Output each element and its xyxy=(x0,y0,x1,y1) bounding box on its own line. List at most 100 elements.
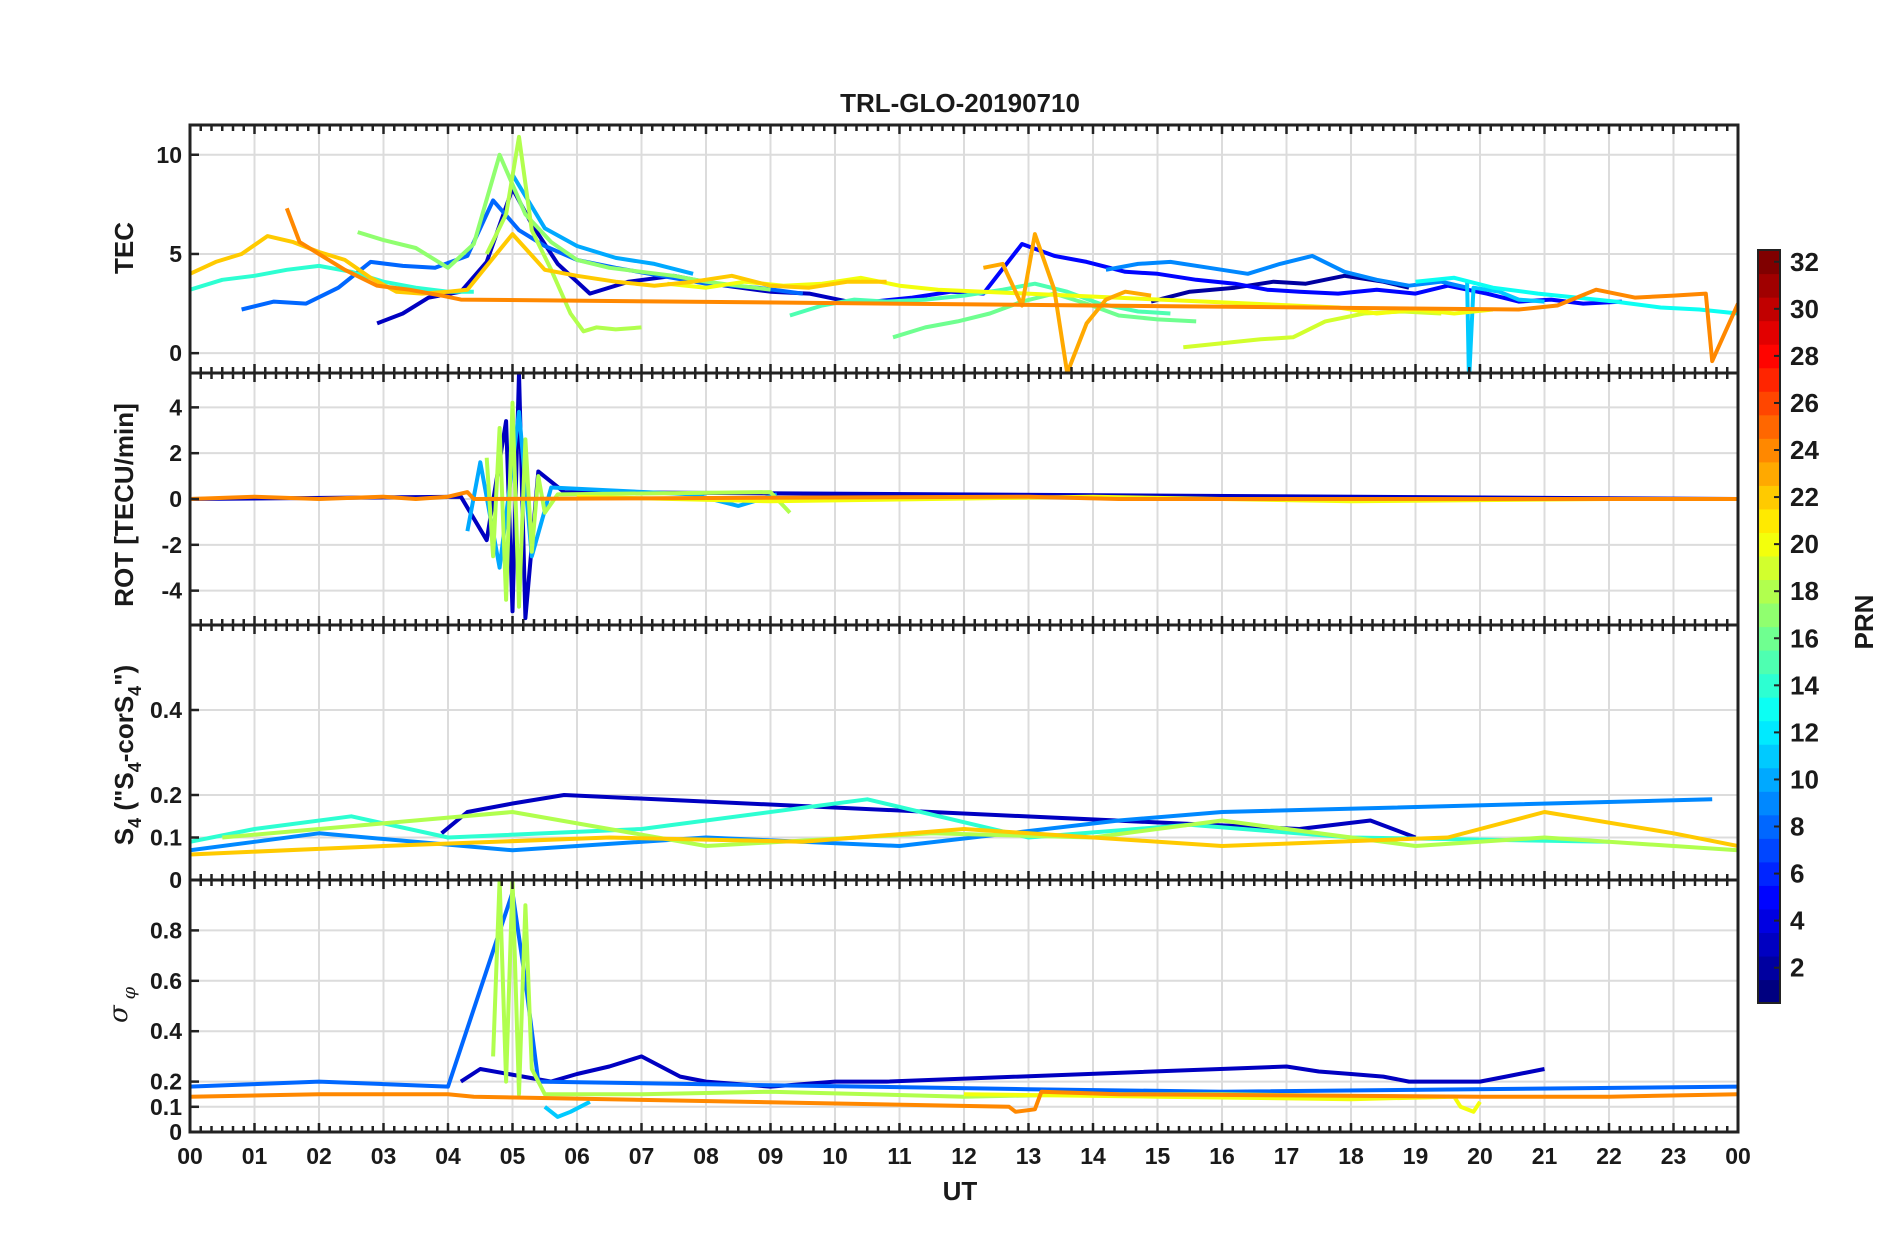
colorbar-segment xyxy=(1758,273,1780,298)
colorbar-segment xyxy=(1758,532,1780,557)
colorbar-segment xyxy=(1758,602,1780,628)
x-tick-label: 08 xyxy=(693,1143,719,1169)
tec-series-prn-15 xyxy=(789,281,1171,318)
colorbar-segment xyxy=(1758,344,1780,369)
tec-panel: 0 5 10 xyxy=(156,123,1740,375)
colorbar-segment xyxy=(1758,438,1780,463)
colorbar-segment xyxy=(1758,579,1780,604)
x-tick-label: 12 xyxy=(951,1143,977,1169)
s4-y-tick-label: 0 xyxy=(169,867,182,893)
tec-series-prn-24 xyxy=(284,207,1738,364)
colorbar-segment xyxy=(1758,814,1780,839)
colorbar-tick-label: 30 xyxy=(1790,294,1819,324)
rot-series-prn-18 xyxy=(484,400,792,609)
s4-y-tick-label: 0.1 xyxy=(150,825,182,851)
tec-axis-label: TEC xyxy=(109,222,139,274)
colorbar-segment xyxy=(1758,508,1780,533)
x-tick-label: 00 xyxy=(177,1143,203,1169)
x-tick-label: 09 xyxy=(758,1143,784,1169)
x-tick-label: 16 xyxy=(1209,1143,1235,1169)
colorbar-segment xyxy=(1758,650,1780,675)
tec-series-prn-22 xyxy=(190,232,887,296)
tec-series-prn-18 xyxy=(484,134,642,334)
sigma_phi-y-tick-label: 0.4 xyxy=(150,1018,182,1044)
tec-y-tick-label: 0 xyxy=(169,340,182,366)
x-tick-label: 22 xyxy=(1596,1143,1622,1169)
colorbar-label: PRN xyxy=(1849,595,1879,650)
tec-series-prn-23 xyxy=(983,232,1152,373)
rot-axis-label: ROT [TECU/min] xyxy=(109,403,139,607)
colorbar-segment xyxy=(1758,791,1780,816)
colorbar-frame xyxy=(1757,249,1781,1004)
tec-series-prn-14 xyxy=(190,263,474,294)
colorbar-segment xyxy=(1758,885,1780,910)
tec-series-prn-16 xyxy=(892,291,1197,340)
colorbar-segment xyxy=(1758,720,1780,745)
s4-series-prn-3 xyxy=(440,793,1417,840)
sigma_phi-series-prn-24 xyxy=(190,1089,1738,1114)
rot-y-tick-label: 4 xyxy=(169,394,182,420)
colorbar-segment xyxy=(1758,932,1780,957)
x-tick-label: 04 xyxy=(435,1143,461,1169)
colorbar-segment xyxy=(1758,297,1780,322)
rot-series-prn-24 xyxy=(190,490,1738,501)
sigma_phi-y-tick-label: 0.2 xyxy=(150,1069,182,1095)
colorbar-tick-label: 2 xyxy=(1790,953,1804,983)
sigma_phi-y-tick-label: 0.1 xyxy=(150,1094,182,1120)
s4-axis-label: S4 ("S4-corS4") xyxy=(109,665,145,845)
colorbar-segment xyxy=(1758,838,1780,863)
colorbar-segment xyxy=(1758,320,1780,345)
sigma_phi-y-tick-label: 0.6 xyxy=(150,968,182,994)
sigma_phi-panel: 00.10.2 0.4 0.6 0.8 xyxy=(150,878,1740,1145)
colorbar-tick-label: 20 xyxy=(1790,529,1819,559)
s4-series-prn-18 xyxy=(222,810,1738,853)
rot-series-group xyxy=(190,373,1738,621)
colorbar-segment xyxy=(1758,697,1780,722)
tec-series-prn-10 xyxy=(510,173,694,276)
s4-label-s: S xyxy=(109,828,139,845)
tec-y-tick-label: 10 xyxy=(156,142,182,168)
x-tick-label: 13 xyxy=(1016,1143,1042,1169)
x-tick-label: 05 xyxy=(500,1143,526,1169)
rot-y-tick-label: -4 xyxy=(162,578,183,604)
s4-series-prn-9 xyxy=(190,797,1713,853)
x-tick-label: 01 xyxy=(242,1143,268,1169)
s4-y-tick-label: 0.2 xyxy=(150,782,182,808)
colorbar-tick-label: 26 xyxy=(1790,388,1819,418)
colorbar-tick-label: 8 xyxy=(1790,812,1804,842)
colorbar-tick-label: 4 xyxy=(1790,906,1805,936)
colorbar-tick-label: 6 xyxy=(1790,859,1804,889)
sigma_phi-series-prn-11 xyxy=(543,1100,591,1119)
x-tick-label: 14 xyxy=(1080,1143,1106,1169)
x-tick-label: 23 xyxy=(1661,1143,1687,1169)
sigma-phi-axis-label: σ φ xyxy=(104,987,140,1023)
sigma_phi-series-prn-18 xyxy=(491,880,1416,1099)
colorbar-tick-label: 18 xyxy=(1790,576,1819,606)
colorbar-tick-label: 22 xyxy=(1790,482,1819,512)
colorbar-segment xyxy=(1758,979,1780,1004)
x-tick-label: 20 xyxy=(1467,1143,1493,1169)
tec-y-tick-label: 5 xyxy=(169,241,182,267)
tec-series-group xyxy=(190,134,1738,373)
colorbar-segment xyxy=(1758,744,1780,769)
colorbar-segment xyxy=(1758,250,1780,275)
sigma_phi-y-tick-label: 0 xyxy=(169,1119,182,1145)
chart-title: TRL-GLO-20190710 xyxy=(840,88,1080,118)
colorbar-segment xyxy=(1758,861,1780,886)
colorbar-segment xyxy=(1758,461,1780,486)
colorbar-tick-label: 12 xyxy=(1790,717,1819,747)
x-tick-labels: 00 01 02 03 04 05 06 07 08 09 10 11 12 13 14 15 16 17 18 19… xyxy=(177,1143,1751,1169)
s4-y-tick-label: 0.4 xyxy=(150,697,182,723)
colorbar-segment xyxy=(1758,414,1780,439)
colorbar-tick-label: 14 xyxy=(1790,670,1819,700)
s4-series-group xyxy=(190,793,1738,857)
x-axis-label: UT xyxy=(943,1176,978,1206)
x-tick-label: 10 xyxy=(822,1143,848,1169)
sigma_phi-series-prn-3 xyxy=(459,1054,1545,1089)
rot-y-tick-label: 2 xyxy=(169,440,182,466)
x-tick-label: 11 xyxy=(887,1143,912,1169)
s4-panel: 0 0.1 0.2 0.4 xyxy=(150,623,1740,893)
